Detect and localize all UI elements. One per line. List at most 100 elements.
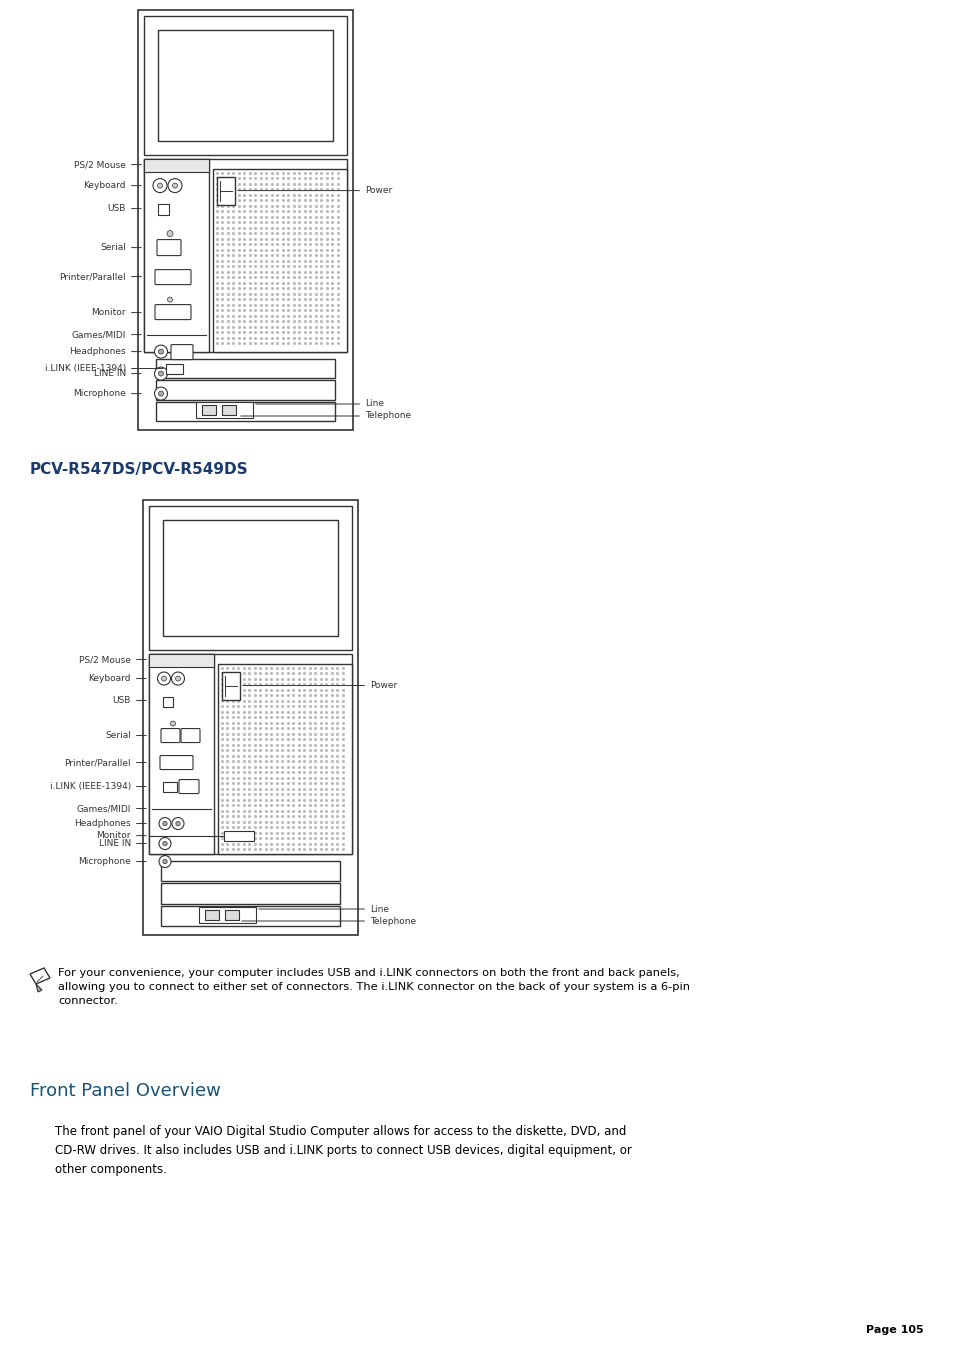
Point bbox=[296, 673, 312, 694]
Point bbox=[325, 205, 340, 227]
Point bbox=[232, 173, 247, 195]
Point bbox=[231, 832, 246, 854]
Point bbox=[232, 223, 247, 245]
Point bbox=[270, 205, 285, 227]
Point bbox=[242, 690, 257, 712]
Text: Games/MIDI: Games/MIDI bbox=[71, 330, 141, 339]
Point bbox=[270, 168, 285, 189]
Point bbox=[214, 300, 230, 322]
Point bbox=[258, 778, 274, 800]
Bar bbox=[156, 380, 335, 400]
Point bbox=[209, 195, 224, 216]
Point bbox=[313, 690, 328, 712]
Point bbox=[291, 712, 306, 734]
Point bbox=[286, 327, 301, 349]
Point bbox=[214, 272, 230, 293]
Point bbox=[292, 277, 307, 299]
Point bbox=[225, 789, 240, 811]
Point bbox=[318, 784, 334, 805]
Point bbox=[247, 717, 262, 739]
Point bbox=[236, 712, 252, 734]
Point bbox=[324, 728, 339, 750]
Point bbox=[280, 794, 295, 816]
Point bbox=[302, 195, 317, 216]
Point bbox=[297, 305, 313, 327]
Point bbox=[253, 832, 268, 854]
Point bbox=[274, 723, 290, 744]
Point bbox=[280, 250, 295, 272]
Point bbox=[324, 717, 339, 739]
Point bbox=[219, 662, 234, 684]
Point bbox=[247, 794, 262, 816]
Point bbox=[330, 184, 345, 205]
Point bbox=[308, 223, 323, 245]
Point bbox=[319, 266, 335, 288]
Point bbox=[286, 211, 301, 232]
Point bbox=[264, 827, 279, 848]
Point bbox=[236, 778, 252, 800]
Point bbox=[258, 223, 274, 245]
Point bbox=[330, 827, 345, 848]
Point bbox=[297, 293, 313, 315]
Point bbox=[292, 245, 307, 266]
Point bbox=[219, 827, 234, 848]
Point bbox=[318, 832, 334, 854]
Point bbox=[214, 696, 230, 717]
Point bbox=[236, 773, 252, 794]
Point bbox=[226, 239, 241, 261]
Point bbox=[308, 701, 323, 723]
Point bbox=[253, 293, 269, 315]
Point bbox=[330, 223, 345, 245]
Point bbox=[258, 707, 274, 728]
Point bbox=[274, 832, 290, 854]
Point bbox=[236, 293, 252, 315]
Point bbox=[325, 277, 340, 299]
Point bbox=[269, 811, 284, 832]
Point bbox=[325, 293, 340, 315]
Point bbox=[291, 755, 306, 777]
Point bbox=[330, 305, 345, 327]
Point bbox=[308, 827, 323, 848]
Point bbox=[258, 811, 274, 832]
Point bbox=[209, 234, 224, 255]
Point bbox=[308, 744, 323, 766]
Point bbox=[325, 272, 340, 293]
Point bbox=[258, 293, 274, 315]
Point bbox=[209, 250, 224, 272]
Point bbox=[247, 701, 262, 723]
Point bbox=[220, 189, 235, 211]
Point bbox=[264, 272, 279, 293]
Point bbox=[220, 239, 235, 261]
Point bbox=[274, 734, 290, 755]
Circle shape bbox=[168, 297, 172, 303]
Point bbox=[313, 773, 328, 794]
Point bbox=[226, 216, 241, 238]
Text: Power: Power bbox=[242, 681, 396, 690]
Point bbox=[214, 739, 230, 761]
Point bbox=[231, 755, 246, 777]
Point bbox=[232, 245, 247, 266]
Point bbox=[247, 821, 262, 843]
Point bbox=[275, 261, 291, 282]
Point bbox=[330, 701, 345, 723]
Point bbox=[247, 755, 262, 777]
Point bbox=[319, 211, 335, 232]
Point bbox=[236, 827, 252, 848]
Point bbox=[270, 282, 285, 304]
Point bbox=[314, 322, 329, 343]
Point bbox=[236, 673, 252, 694]
Point bbox=[297, 311, 313, 332]
Point bbox=[270, 216, 285, 238]
Point bbox=[314, 300, 329, 322]
Point bbox=[314, 162, 329, 184]
Point bbox=[308, 723, 323, 744]
Point bbox=[264, 739, 279, 761]
Point bbox=[325, 245, 340, 266]
Point bbox=[308, 778, 323, 800]
Point bbox=[308, 821, 323, 843]
Point bbox=[269, 827, 284, 848]
Point bbox=[302, 239, 317, 261]
Point bbox=[242, 723, 257, 744]
Point bbox=[220, 261, 235, 282]
Point bbox=[269, 784, 284, 805]
